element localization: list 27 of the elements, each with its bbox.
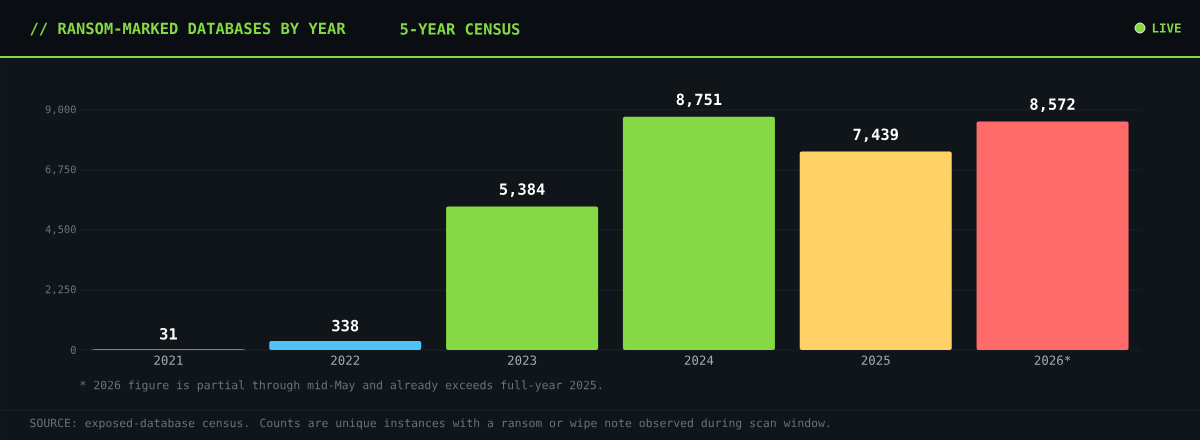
data-label: 8,751 xyxy=(676,93,722,108)
x-tick-label: 2025 xyxy=(861,355,890,365)
source-note: SOURCE: exposed-database census. Counts are unique instances with a ransom or wipe note observed during scan window. xyxy=(30,418,830,430)
y-tick-label: 6,750 xyxy=(45,165,76,175)
data-label: 8,572 xyxy=(1030,98,1075,112)
data-label: 7,439 xyxy=(853,128,898,143)
bar xyxy=(446,206,599,350)
x-tick-label: 2023 xyxy=(508,355,537,365)
bar xyxy=(269,340,422,350)
x-tick-label: 2026* xyxy=(1034,355,1071,365)
x-tick-label: 2022 xyxy=(331,355,360,365)
x-tick-label: 2024 xyxy=(684,355,714,365)
text: * 2026 figure is partial through mid-May and already exceeds full-year 2025. xyxy=(80,380,601,392)
text: LIVE xyxy=(1152,23,1181,33)
chart-title: // RANSOM-MARKED DATABASES BY YEAR xyxy=(30,22,346,36)
bar xyxy=(976,121,1129,350)
data-label: 5,384 xyxy=(499,183,545,197)
y-tick-label: 2,250 xyxy=(45,285,76,295)
data-label: 31 xyxy=(160,327,177,340)
y-tick-label: 9,000 xyxy=(45,105,76,115)
data-label: 338 xyxy=(332,319,359,332)
y-tick-label: 4,500 xyxy=(45,225,76,235)
bar xyxy=(622,116,775,350)
chart-subtitle: 5-YEAR CENSUS xyxy=(400,23,520,35)
y-tick-label: 0 xyxy=(70,346,76,354)
bar xyxy=(799,151,952,350)
x-tick-label: 2021 xyxy=(154,355,183,365)
